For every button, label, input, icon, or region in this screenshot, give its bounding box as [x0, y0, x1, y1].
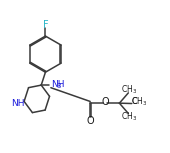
Text: O: O: [86, 116, 94, 126]
Text: O: O: [101, 97, 109, 107]
Text: F: F: [43, 20, 48, 30]
Text: CH$_3$: CH$_3$: [131, 96, 147, 108]
Text: NH: NH: [11, 99, 24, 108]
Text: CH$_3$: CH$_3$: [121, 110, 137, 123]
Text: NH: NH: [51, 80, 64, 89]
Text: CH$_3$: CH$_3$: [121, 84, 137, 96]
Text: C: C: [131, 97, 137, 106]
Text: 3: 3: [56, 83, 61, 89]
